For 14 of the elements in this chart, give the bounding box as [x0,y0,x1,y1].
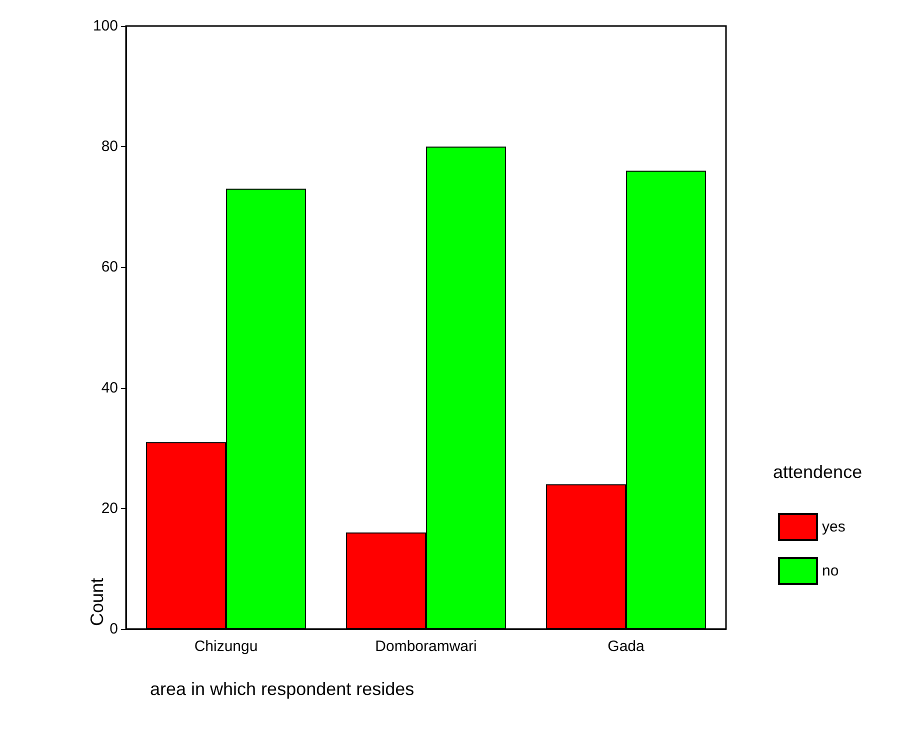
y-tick-label: 100 [92,18,118,34]
legend-label: no [822,562,839,580]
y-tick-label: 0 [110,620,118,638]
x-tick-label: Gada [608,638,645,655]
y-tick-label: 40 [101,379,118,396]
legend-title: attendence [773,462,862,482]
y-tick-label: 20 [101,500,118,517]
y-tick-label: 80 [101,138,118,156]
x-tick-label: Domboramwari [375,638,477,655]
x-axis-title: area in which respondent resides [150,679,414,699]
y-tick-label: 60 [101,258,118,276]
y-axis-title: Count [87,578,107,626]
legend-label: yes [822,518,846,536]
x-tick-label: Chizungu [194,638,258,655]
